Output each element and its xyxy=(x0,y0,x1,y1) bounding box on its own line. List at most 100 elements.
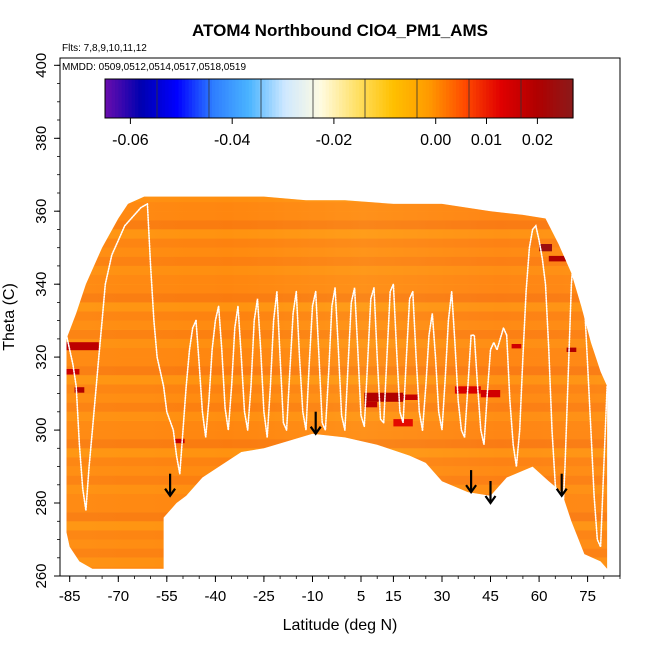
heatmap-cell-row xyxy=(66,557,608,567)
arrow-head xyxy=(484,495,497,505)
colorbar-segment xyxy=(566,79,571,118)
colorbar-tick-label: -0.02 xyxy=(316,132,353,149)
colorbar-segment xyxy=(128,79,133,118)
colorbar-segment xyxy=(379,79,384,118)
colorbar-segment xyxy=(242,79,246,118)
y-axis-title: Theta (C) xyxy=(1,283,18,351)
colorbar-segment xyxy=(359,79,363,118)
heatmap-cell-row xyxy=(66,320,608,330)
y-tick-label: 260 xyxy=(33,563,50,588)
heatmap-cell-row xyxy=(66,530,608,540)
colorbar-frame xyxy=(104,78,574,119)
colorbar-segment xyxy=(362,79,367,118)
colorbar-segment xyxy=(195,79,200,118)
colorbar-segment xyxy=(158,79,163,118)
flight-track xyxy=(505,224,608,548)
colorbar-segment xyxy=(295,79,300,118)
heatmap-cell-row xyxy=(66,493,608,503)
colorbar-segment xyxy=(141,79,146,118)
colorbar-segment xyxy=(519,79,524,118)
heatmap-cell-row xyxy=(66,411,608,421)
colorbar-segment xyxy=(469,79,474,118)
colorbar-segment xyxy=(275,79,280,118)
colorbar-segment xyxy=(422,79,427,118)
heatmap-cell-row xyxy=(66,284,608,294)
chart-title: ATOM4 Northbound ClO4_PM1_AMS xyxy=(192,21,488,40)
colorbar-segment xyxy=(569,79,574,118)
x-axis xyxy=(69,576,621,582)
colorbar-segment xyxy=(419,79,424,118)
heatmap-hotspot xyxy=(548,255,569,262)
colorbar-segment xyxy=(292,79,297,118)
colorbar-tick-label: 0.02 xyxy=(522,132,553,149)
colorbar-segment xyxy=(131,79,136,118)
heatmap-cell-row xyxy=(66,302,608,312)
heatmap-cell-row xyxy=(66,265,608,275)
colorbar-segment xyxy=(442,79,447,118)
arrow-head xyxy=(309,426,322,436)
heatmap-cell-row xyxy=(66,311,608,321)
colorbar-segment xyxy=(145,79,150,118)
colorbar-segment xyxy=(225,79,230,118)
colorbar-segment xyxy=(355,79,360,118)
y-tick-label: 360 xyxy=(33,199,50,224)
colorbar-segment xyxy=(252,79,257,118)
heatmap-cell-row xyxy=(66,548,608,558)
heatmap-cell-row xyxy=(66,512,608,522)
colorbar-tick-label: 0.01 xyxy=(471,132,502,149)
colorbar-segment xyxy=(248,79,253,118)
heatmap-cell-row xyxy=(66,220,608,230)
x-tick-labels: -85 -70 -55 -40 -25 -10 5 15 30 45 60 75 xyxy=(59,588,596,605)
flight-track xyxy=(314,283,424,431)
heatmap-cell-row xyxy=(66,202,608,212)
colorbar-segment xyxy=(161,79,166,118)
colorbar-segment xyxy=(168,79,173,118)
heatmap-cell-row xyxy=(66,211,608,221)
colorbar-segment xyxy=(302,79,307,118)
y-tick-label: 380 xyxy=(33,126,50,151)
colorbar-segment xyxy=(439,79,444,118)
colorbar-segment xyxy=(539,79,544,118)
heatmap-cell-row xyxy=(66,375,608,385)
colorbar-segment xyxy=(486,79,491,118)
heatmap-hotspot xyxy=(364,392,404,402)
colorbar-segment xyxy=(435,79,440,118)
heatmap-cell-row xyxy=(66,457,608,467)
colorbar-segment xyxy=(272,79,277,118)
colorbar-segment xyxy=(425,79,430,118)
colorbar-segment xyxy=(459,79,464,118)
dates-text: MMDD: 0509,0512,0514,0517,0518,0519 xyxy=(62,62,246,73)
colorbar-segment xyxy=(372,79,377,118)
colorbar-segment xyxy=(445,79,450,118)
colorbar-segment xyxy=(536,79,541,118)
heatmap-cell-row xyxy=(66,247,608,257)
colorbar-segment xyxy=(215,79,220,118)
heatmap-cell-row xyxy=(66,402,608,412)
x-axis-title: Latitude (deg N) xyxy=(283,617,398,634)
heatmap-hotspot xyxy=(566,347,577,352)
colorbar-segment xyxy=(105,79,109,118)
colorbar-tick-label: -0.04 xyxy=(214,132,251,149)
colorbar-segment xyxy=(562,79,567,118)
colorbar-segment xyxy=(315,79,320,118)
colorbar-segment xyxy=(118,79,123,118)
colorbar-tick-label: -0.06 xyxy=(112,132,149,149)
flight-track xyxy=(146,203,197,475)
colorbar-segment xyxy=(298,79,303,118)
colorbar-segment xyxy=(178,79,183,118)
x-tick-label: -70 xyxy=(107,588,129,605)
heatmap-cell-row xyxy=(66,366,608,376)
colorbar-segment xyxy=(552,79,557,118)
colorbar-segment xyxy=(262,79,267,118)
colorbar-segment xyxy=(432,79,437,118)
flights-text: Flts: 7,8,9,10,11,12 xyxy=(62,43,147,54)
colorbar-segment xyxy=(506,79,511,118)
heatmap-cell-row xyxy=(66,275,608,285)
colorbar-segment xyxy=(466,79,470,118)
heatmap-cell-row xyxy=(66,256,608,266)
colorbar-segment xyxy=(332,79,337,118)
colorbar-segment xyxy=(265,79,270,118)
colorbar-segment xyxy=(492,79,497,118)
heatmap-cell-row xyxy=(66,196,608,203)
x-tick-label: -40 xyxy=(205,588,227,605)
